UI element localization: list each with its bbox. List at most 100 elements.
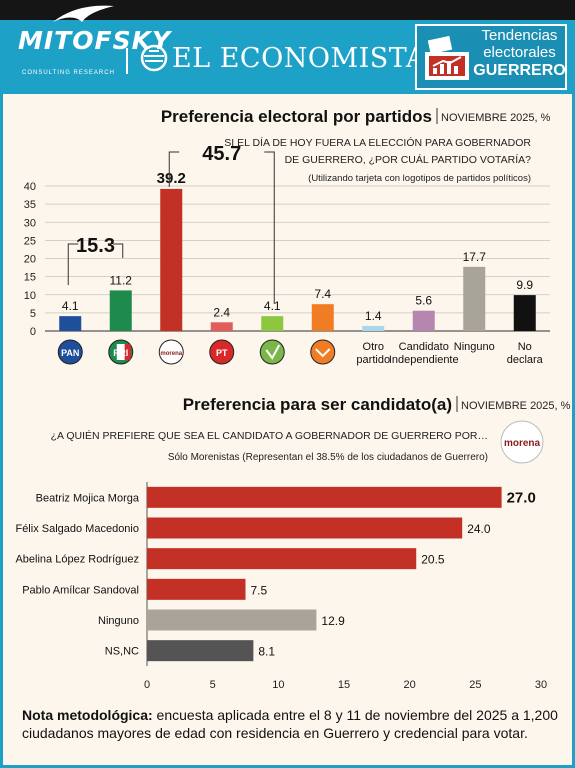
chart1-bar	[362, 325, 385, 331]
chart2-x-tick: 5	[210, 679, 216, 691]
chart1-y-tick: 30	[24, 217, 36, 229]
chart1-y-tick: 40	[24, 181, 36, 193]
chart1-party-logo: morena	[158, 339, 184, 365]
chart2-subtitle: Sólo Morenistas (Representan el 38.5% de…	[168, 452, 488, 463]
morena-badge-text: morena	[504, 438, 541, 449]
chart1-question-line-1: SI EL DÍA DE HOY FUERA LA ELECCIÓN PARA …	[224, 136, 531, 149]
chart1-bracket-label: 45.7	[202, 143, 241, 165]
chart1-bar	[311, 304, 334, 331]
chart1-bracket	[67, 243, 124, 285]
chart1-y-tick: 20	[24, 254, 36, 266]
chart1-category-label: Ninguno	[454, 341, 495, 353]
chart1-bracket	[168, 151, 275, 304]
chart2-category-label: Abelina López Rodríguez	[15, 554, 139, 566]
chart2-bar	[147, 486, 502, 508]
chart1-value-label: 4.1	[264, 299, 281, 313]
chart1-party-logo: PAN	[57, 339, 83, 365]
chart1-category-label: Otro partido	[356, 341, 390, 366]
chart1-category-label: No declara	[507, 341, 544, 366]
chart1-bar	[463, 266, 486, 331]
chart1-party-logo	[259, 339, 285, 365]
chart1-value-label: 4.1	[62, 299, 79, 313]
methodology-label: Nota metodológica:	[22, 707, 153, 723]
el-economista-globe-icon	[140, 44, 168, 72]
chart2-category-label: Pablo Amílcar Sandoval	[22, 584, 139, 596]
chart2-category-label: Beatriz Mojica Morga	[36, 492, 140, 504]
chart1-title: Preferencia electoral por partidos	[161, 107, 432, 126]
tag-line-3: GUERRERO	[473, 62, 566, 79]
chart2-value-label: 24.0	[467, 522, 491, 536]
chart1-y-tick: 10	[24, 290, 36, 302]
chart1-question-line-2: DE GUERRERO, ¿POR CUÁL PARTIDO VOTARÍA?	[285, 153, 532, 166]
chart1-plot: 0 5 10 15 20 25 30 35 40 4.1 11.2 39.2 2.4 4.1 7.4 1.4 5…	[24, 143, 550, 366]
chart1-question: SI EL DÍA DE HOY FUERA LA ELECCIÓN PARA …	[224, 136, 531, 166]
chart2-bar	[147, 548, 417, 570]
chart1-value-label: 2.4	[213, 305, 230, 319]
chart2-value-label: 8.1	[258, 645, 275, 659]
el-economista-wordmark: EL ECONOMISTA	[172, 43, 426, 74]
tag-line-1: Tendencias	[481, 27, 558, 44]
chart2-bar	[147, 640, 254, 662]
methodology-note: Nota metodológica: encuesta aplicada ent…	[22, 706, 562, 742]
morena-badge	[500, 420, 544, 464]
chart1-value-label: 1.4	[365, 309, 382, 323]
chart1-date: NOVIEMBRE 2025, %	[441, 112, 551, 124]
chart1-value-label: 11.2	[110, 273, 133, 287]
methodology-text: encuesta aplicada entre el 8 y 11 de nov…	[22, 707, 558, 741]
chart1-party-logo: PRI	[108, 339, 134, 365]
chart2-value-label: 12.9	[321, 614, 345, 628]
chart2-x-tick: 20	[404, 679, 416, 691]
chart1-bar	[513, 295, 536, 331]
chart1-bar	[412, 310, 435, 331]
chart2-value-label: 27.0	[507, 489, 536, 506]
chart1-party-logo: PT	[209, 339, 235, 365]
chart2-bar	[147, 578, 246, 600]
chart1-party-logo	[310, 339, 336, 365]
chart2-x-tick: 10	[272, 679, 284, 691]
chart1-bar	[261, 316, 284, 331]
chart1-bracket-label: 15.3	[76, 235, 115, 257]
chart2-value-label: 20.5	[421, 553, 445, 567]
tag-line-2: electorales	[483, 44, 556, 61]
chart2-x-tick: 0	[144, 679, 150, 691]
chart2-category-label: NS,NC	[105, 646, 139, 658]
chart1-value-label: 39.2	[157, 170, 186, 187]
chart1-bar	[109, 290, 132, 331]
chart1-y-tick: 15	[24, 272, 36, 284]
chart1-bar	[59, 316, 82, 331]
chart1-y-tick: 5	[30, 308, 36, 320]
chart1-y-tick: 35	[24, 199, 36, 211]
chart2-x-tick: 15	[338, 679, 350, 691]
chart2-bar	[147, 609, 317, 631]
chart1-note: (Utilizando tarjeta con logotipos de par…	[308, 173, 531, 184]
chart1-value-label: 7.4	[314, 287, 331, 301]
top-bar	[0, 0, 575, 20]
chart2-category-label: Félix Salgado Macedonio	[15, 523, 139, 535]
chart1-value-label: 5.6	[415, 294, 432, 308]
chart2-category-label: Ninguno	[98, 615, 139, 627]
chart1-value-label: 17.7	[463, 250, 487, 264]
chart1-bar	[210, 322, 233, 331]
chart2-plot: 0 5 10 15 20 25 30 27.0 Beatriz Mojica Morga 24.0…	[15, 482, 547, 691]
chart1-party-logo-text: morena	[160, 351, 182, 357]
eagle-icon	[53, 5, 114, 22]
chart2-date: NOVIEMBRE 2025, %	[461, 400, 571, 412]
chart1-party-logo-text: PT	[216, 348, 228, 358]
chart2-value-label: 7.5	[251, 583, 268, 597]
chart1-y-tick: 0	[30, 326, 36, 338]
chart1-value-label: 9.9	[516, 278, 533, 292]
ballot-box-icon	[425, 35, 469, 80]
chart1-bar	[160, 188, 183, 331]
chart1-party-logo-text: PAN	[61, 348, 79, 358]
chart2-bar	[147, 517, 463, 539]
header-separator	[126, 48, 128, 74]
mitofsky-subtitle: CONSULTING RESEARCH	[22, 70, 115, 76]
chart2-title: Preferencia para ser candidato(a)	[183, 395, 452, 414]
chart2-x-tick: 30	[535, 679, 547, 691]
chart1-y-tick: 25	[24, 235, 36, 247]
chart1-category-label: Candidato Independiente	[389, 341, 459, 366]
trends-tag-text: Tendencias electorales GUERRERO	[472, 24, 567, 80]
chart2-question: ¿A QUIÉN PREFIERE QUE SEA EL CANDIDATO A…	[51, 429, 488, 442]
